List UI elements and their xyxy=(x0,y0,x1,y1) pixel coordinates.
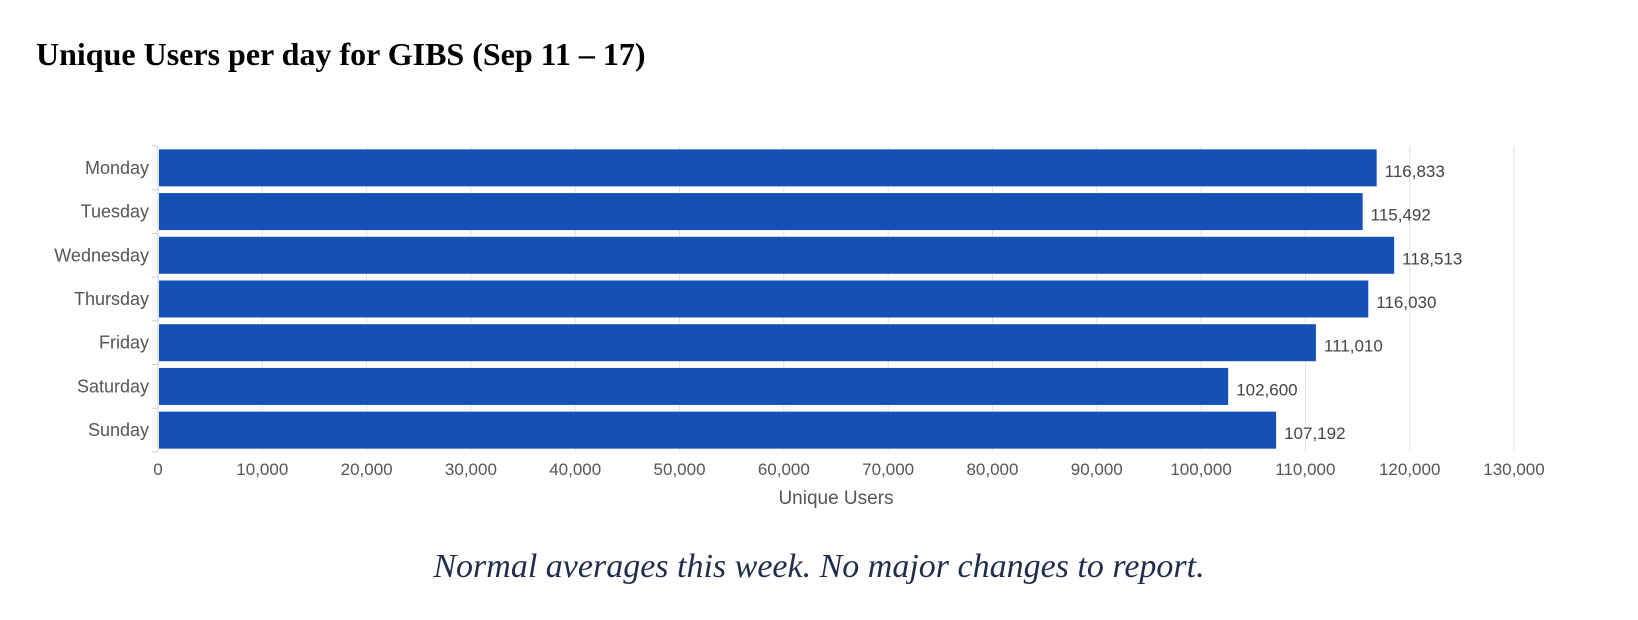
x-tick-label: 60,000 xyxy=(758,460,810,479)
category-label: Saturday xyxy=(77,376,149,396)
bar-saturday xyxy=(159,367,1229,405)
bar-tuesday xyxy=(159,193,1363,231)
category-label: Thursday xyxy=(74,289,149,309)
data-label: 111,010 xyxy=(1324,337,1383,356)
bar-sunday xyxy=(159,411,1277,449)
x-tick-label: 10,000 xyxy=(236,460,288,479)
axes: 0 10,000 20,000 30,000 40,000 50,000 60,000 70,… xyxy=(54,145,1545,479)
x-tick-label: 100,000 xyxy=(1170,460,1231,479)
x-tick-label: 80,000 xyxy=(966,460,1018,479)
x-tick-label: 30,000 xyxy=(445,460,497,479)
category-label: Monday xyxy=(85,158,149,178)
x-tick-label: 50,000 xyxy=(654,460,706,479)
data-label: 107,192 xyxy=(1284,424,1345,443)
x-tick-label: 70,000 xyxy=(862,460,914,479)
data-label: 116,030 xyxy=(1376,293,1436,312)
x-tick-label: 0 xyxy=(153,460,162,479)
x-tick-label: 130,000 xyxy=(1483,460,1544,479)
bars xyxy=(159,149,1395,449)
x-tick-label: 110,000 xyxy=(1275,460,1335,479)
x-tick-label: 90,000 xyxy=(1071,460,1123,479)
x-tick-label: 120,000 xyxy=(1379,460,1440,479)
bar-wednesday xyxy=(159,236,1395,274)
data-label: 116,833 xyxy=(1385,162,1445,181)
x-tick-label: 20,000 xyxy=(341,460,393,479)
data-label: 102,600 xyxy=(1236,380,1297,399)
category-label: Sunday xyxy=(88,420,149,440)
x-axis-title: Unique Users xyxy=(778,488,893,509)
bar-monday xyxy=(159,149,1377,187)
bar-chart: 0 10,000 20,000 30,000 40,000 50,000 60,000 70,… xyxy=(54,145,1545,509)
category-label: Tuesday xyxy=(81,202,149,222)
x-tick-label: 40,000 xyxy=(549,460,601,479)
data-label: 118,513 xyxy=(1402,249,1462,268)
category-label: Wednesday xyxy=(54,245,149,265)
chart-title: Unique Users per day for GIBS (Sep 11 – … xyxy=(36,36,646,72)
bar-friday xyxy=(159,324,1316,362)
data-label: 115,492 xyxy=(1371,206,1431,225)
footer-note: Normal averages this week. No major chan… xyxy=(433,548,1205,585)
category-label: Friday xyxy=(99,333,149,353)
bar-thursday xyxy=(159,280,1369,318)
